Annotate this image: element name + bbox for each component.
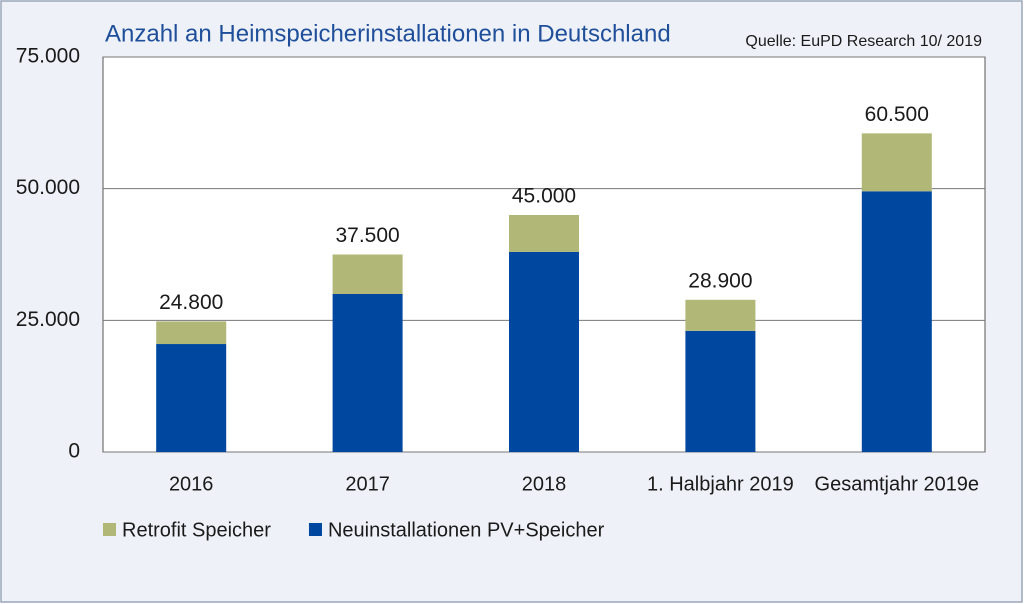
y-tick-label: 0	[68, 440, 80, 463]
bar-segment	[509, 251, 579, 452]
total-label: 60.500	[865, 103, 929, 126]
bar-segment	[332, 294, 403, 452]
bar-segment	[156, 344, 227, 452]
bar-segment	[509, 215, 579, 252]
x-tick-label: 2018	[522, 473, 567, 495]
bar-segment	[685, 330, 756, 452]
total-label: 24.800	[159, 291, 223, 314]
total-label: 37.500	[335, 224, 399, 247]
chart-title: Anzahl an Heimspeicherinstallationen in …	[105, 20, 671, 47]
legend-swatch	[103, 523, 116, 536]
total-label: 28.900	[688, 269, 752, 292]
bar-segment	[332, 254, 403, 294]
x-tick-label: 1. Halbjahr 2019	[647, 473, 794, 495]
x-tick-label: 2016	[169, 473, 214, 495]
x-tick-label: 2017	[345, 473, 390, 495]
legend-label: Neuinstallationen PV+Speicher	[328, 519, 605, 541]
legend-swatch	[308, 523, 322, 536]
bar-segment	[861, 133, 932, 192]
legend-label: Retrofit Speicher	[122, 519, 271, 541]
bar-segment	[861, 191, 932, 453]
source: Quelle: EuPD Research 10/ 2019	[745, 33, 982, 50]
x-tick-label: Gesamtjahr 2019e	[815, 473, 980, 495]
total-label: 45.000	[512, 185, 576, 208]
bar-segment	[685, 299, 756, 331]
y-tick-label: 25.000	[16, 308, 80, 331]
y-tick-label: 75.000	[16, 45, 80, 68]
bar-segment	[156, 321, 227, 345]
y-tick-label: 50.000	[16, 176, 80, 199]
